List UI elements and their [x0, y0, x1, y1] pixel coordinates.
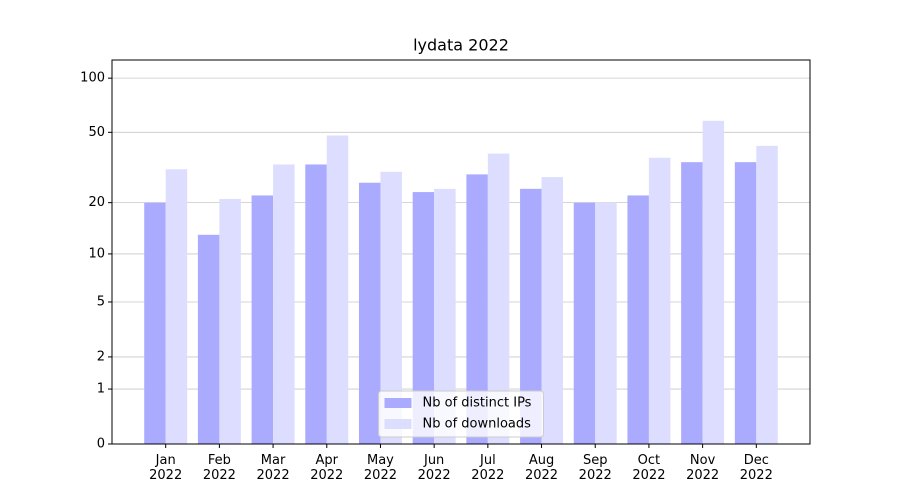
x-tick-label: Sep 2022 — [578, 453, 612, 483]
x-tick-label: Jun 2022 — [417, 453, 451, 483]
bar — [165, 169, 188, 444]
bar — [681, 162, 703, 444]
y-tick-label: 1 — [97, 382, 105, 397]
legend: Nb of distinct IPs Nb of downloads — [378, 390, 544, 438]
y-tick-label: 2 — [97, 349, 105, 364]
bar — [305, 164, 327, 444]
x-tick-label: Mar 2022 — [256, 453, 290, 483]
bar — [756, 145, 778, 444]
bar — [380, 171, 402, 444]
y-tick-label: 50 — [88, 125, 105, 140]
bar — [197, 234, 220, 444]
bar — [627, 195, 649, 444]
bar — [466, 174, 488, 445]
bar — [541, 177, 564, 445]
bar — [326, 135, 349, 444]
bar — [702, 120, 725, 444]
x-tick-label: Oct 2022 — [632, 453, 666, 483]
bar — [734, 162, 757, 444]
bar — [573, 202, 596, 444]
x-tick-label: Dec 2022 — [739, 453, 773, 483]
x-tick-label: Jul 2022 — [471, 453, 505, 483]
y-tick-label: 100 — [80, 71, 105, 86]
bar — [273, 164, 295, 444]
bar — [595, 202, 617, 444]
plot-frame — [111, 59, 811, 445]
x-tick-label: Apr 2022 — [310, 453, 344, 483]
chart-title: lydata 2022 — [413, 36, 509, 55]
legend-label: Nb of distinct IPs — [423, 396, 532, 411]
bar — [520, 188, 542, 444]
legend-frame — [378, 390, 544, 438]
legend-label: Nb of downloads — [423, 417, 532, 432]
bar — [251, 195, 274, 444]
x-tick-label: Aug 2022 — [524, 453, 559, 483]
x-tick-label: Jan 2022 — [149, 453, 183, 483]
bar — [144, 202, 166, 444]
bar — [648, 157, 671, 444]
bar — [358, 182, 381, 444]
bar — [219, 198, 241, 444]
bar — [487, 153, 510, 444]
y-tick-label: 20 — [88, 195, 105, 210]
y-tick-label: 0 — [97, 437, 105, 452]
legend-swatch — [384, 419, 412, 429]
bar — [434, 188, 456, 444]
y-tick-label: 10 — [88, 246, 105, 261]
bar — [412, 192, 435, 444]
y-tick-label: 5 — [97, 294, 105, 309]
x-tick-label: Nov 2022 — [686, 453, 720, 483]
x-tick-label: Feb 2022 — [202, 453, 236, 483]
legend-swatch — [384, 398, 412, 408]
x-tick-label: May 2022 — [363, 453, 397, 483]
